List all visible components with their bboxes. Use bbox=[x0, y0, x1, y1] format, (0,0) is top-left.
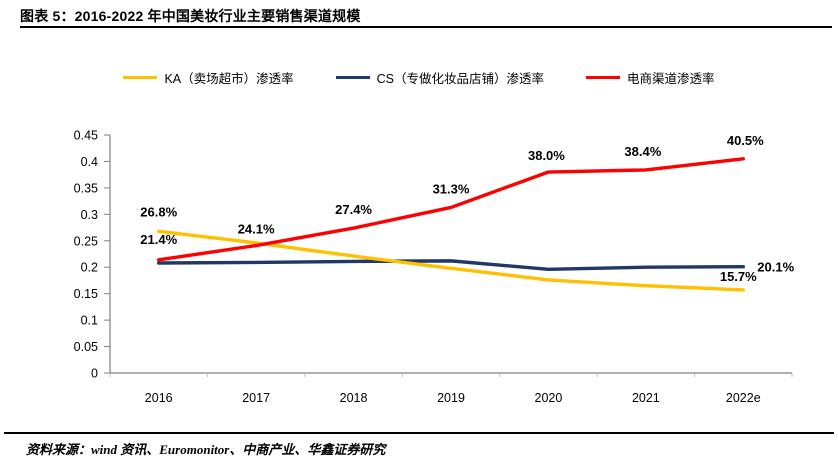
x-axis-label: 2021 bbox=[632, 391, 660, 405]
footer-rule bbox=[4, 432, 834, 434]
data-label: 15.7% bbox=[720, 269, 757, 284]
data-label: 20.1% bbox=[757, 260, 794, 275]
y-tick-label: 0.35 bbox=[74, 181, 98, 195]
legend-item-1: CS（专做化妆品店铺）渗透率 bbox=[335, 68, 545, 87]
figure-title: 图表 5：2016-2022 年中国美妆行业主要销售渠道规模 bbox=[20, 8, 361, 24]
legend-label: 电商渠道渗透率 bbox=[627, 72, 715, 86]
x-axis-label: 2017 bbox=[242, 391, 270, 405]
legend-swatch-icon bbox=[586, 76, 621, 79]
data-label: 24.1% bbox=[238, 222, 275, 237]
y-tick-label: 0.2 bbox=[81, 261, 98, 275]
x-axis-label: 2019 bbox=[437, 391, 465, 405]
y-tick-label: 0.3 bbox=[81, 208, 98, 222]
title-rule bbox=[20, 26, 832, 28]
data-label: 38.4% bbox=[624, 144, 661, 159]
x-axis-label: 2020 bbox=[535, 391, 563, 405]
y-tick-label: 0.25 bbox=[74, 234, 98, 248]
figure-header: 图表 5：2016-2022 年中国美妆行业主要销售渠道规模 bbox=[0, 0, 838, 28]
data-label: 27.4% bbox=[335, 202, 372, 217]
y-tick-label: 0.1 bbox=[81, 314, 98, 328]
line-chart: 0 0.05 0.1 0.15 0.2 0.25 0.3 0.35 0.4 0.45 2016 201… bbox=[74, 129, 795, 406]
y-tick-label: 0.45 bbox=[74, 129, 98, 143]
data-label: 31.3% bbox=[433, 181, 470, 196]
y-tick-label: 0.15 bbox=[74, 287, 98, 301]
x-axis-label: 2018 bbox=[340, 391, 368, 405]
series-line-2 bbox=[157, 157, 745, 262]
x-axis-label: 2022e bbox=[726, 391, 761, 405]
legend-item-2: 电商渠道渗透率 bbox=[586, 68, 715, 87]
data-label: 38.0% bbox=[528, 148, 565, 163]
y-tick-label: 0.4 bbox=[81, 155, 98, 169]
legend-swatch-icon bbox=[123, 76, 158, 79]
series-line-0 bbox=[157, 229, 745, 292]
series-line-1 bbox=[157, 259, 745, 272]
x-axis-label: 2016 bbox=[145, 391, 173, 405]
chart-area: 0 0.05 0.1 0.15 0.2 0.25 0.3 0.35 0.4 0.45 2016 201… bbox=[0, 123, 838, 427]
chart-legend: KA（卖场超市）渗透率 CS（专做化妆品店铺）渗透率 电商渠道渗透率 bbox=[0, 68, 838, 87]
y-tick-label: 0 bbox=[91, 367, 98, 381]
source-note: 资料来源：wind 资讯、Euromonitor、中商产业、华鑫证券研究 bbox=[26, 442, 386, 457]
legend-swatch-icon bbox=[335, 76, 370, 79]
y-tick-label: 0.05 bbox=[74, 340, 98, 354]
data-label: 21.4% bbox=[140, 232, 177, 247]
legend-item-0: KA（卖场超市）渗透率 bbox=[123, 68, 294, 87]
figure-footer: 资料来源：wind 资讯、Euromonitor、中商产业、华鑫证券研究 bbox=[0, 432, 838, 458]
data-label: 26.8% bbox=[140, 204, 177, 219]
data-label: 40.5% bbox=[727, 133, 764, 148]
legend-label: CS（专做化妆品店铺）渗透率 bbox=[376, 72, 545, 86]
legend-label: KA（卖场超市）渗透率 bbox=[164, 72, 294, 86]
